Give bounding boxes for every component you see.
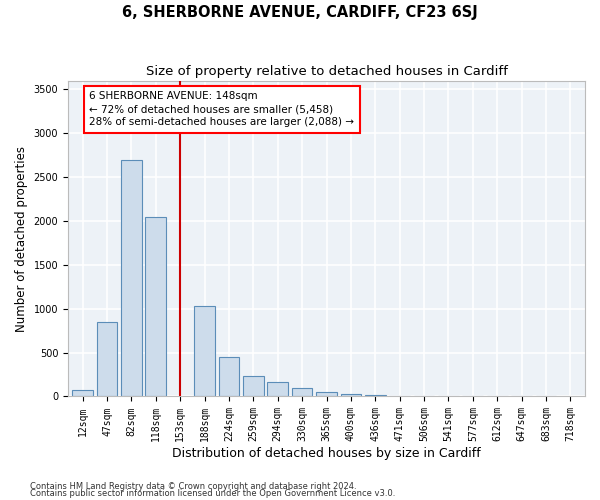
Bar <box>316 392 337 396</box>
Y-axis label: Number of detached properties: Number of detached properties <box>15 146 28 332</box>
Bar <box>243 376 264 396</box>
Bar <box>218 357 239 397</box>
Text: 6 SHERBORNE AVENUE: 148sqm
← 72% of detached houses are smaller (5,458)
28% of s: 6 SHERBORNE AVENUE: 148sqm ← 72% of deta… <box>89 91 355 128</box>
Bar <box>292 388 313 396</box>
Text: Contains HM Land Registry data © Crown copyright and database right 2024.: Contains HM Land Registry data © Crown c… <box>30 482 356 491</box>
Bar <box>145 216 166 396</box>
Text: Contains public sector information licensed under the Open Government Licence v3: Contains public sector information licen… <box>30 489 395 498</box>
Bar <box>341 394 361 396</box>
Bar <box>365 394 386 396</box>
Bar <box>121 160 142 396</box>
Bar <box>72 390 93 396</box>
Bar <box>194 306 215 396</box>
Title: Size of property relative to detached houses in Cardiff: Size of property relative to detached ho… <box>146 65 508 78</box>
Bar <box>268 382 288 396</box>
Bar <box>97 322 118 396</box>
Text: 6, SHERBORNE AVENUE, CARDIFF, CF23 6SJ: 6, SHERBORNE AVENUE, CARDIFF, CF23 6SJ <box>122 5 478 20</box>
X-axis label: Distribution of detached houses by size in Cardiff: Distribution of detached houses by size … <box>172 447 481 460</box>
